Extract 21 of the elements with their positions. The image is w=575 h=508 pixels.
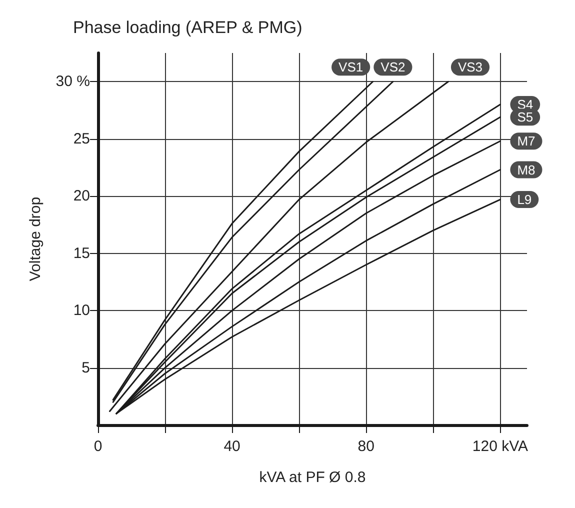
- y-tick-label: 20: [73, 188, 90, 205]
- series-label: M8: [517, 162, 536, 178]
- y-tick-label: 30 %: [56, 73, 90, 90]
- series-label: S5: [517, 110, 534, 125]
- series-label: VS1: [338, 60, 364, 75]
- series-label: VS3: [458, 60, 483, 75]
- series-label: M7: [517, 134, 536, 149]
- chart-title: Phase loading (AREP & PMG): [73, 18, 302, 37]
- y-axis-title: Voltage drop: [27, 196, 44, 282]
- y-tick-label: 15: [73, 244, 90, 262]
- y-tick-label: 5: [82, 359, 90, 376]
- x-tick-label: 80: [358, 438, 374, 455]
- x-tick-label: 40: [224, 438, 240, 455]
- y-tick-label: 10: [73, 302, 90, 320]
- series-label: L9: [517, 192, 532, 208]
- series-label: VS2: [380, 60, 406, 75]
- y-tick-label: 25: [73, 130, 90, 148]
- series-label: S4: [517, 97, 534, 112]
- x-tick-label: 120 kVA: [472, 438, 528, 455]
- x-tick-label: 0: [94, 438, 102, 455]
- x-axis-title: kVA at PF Ø 0.8: [259, 469, 366, 486]
